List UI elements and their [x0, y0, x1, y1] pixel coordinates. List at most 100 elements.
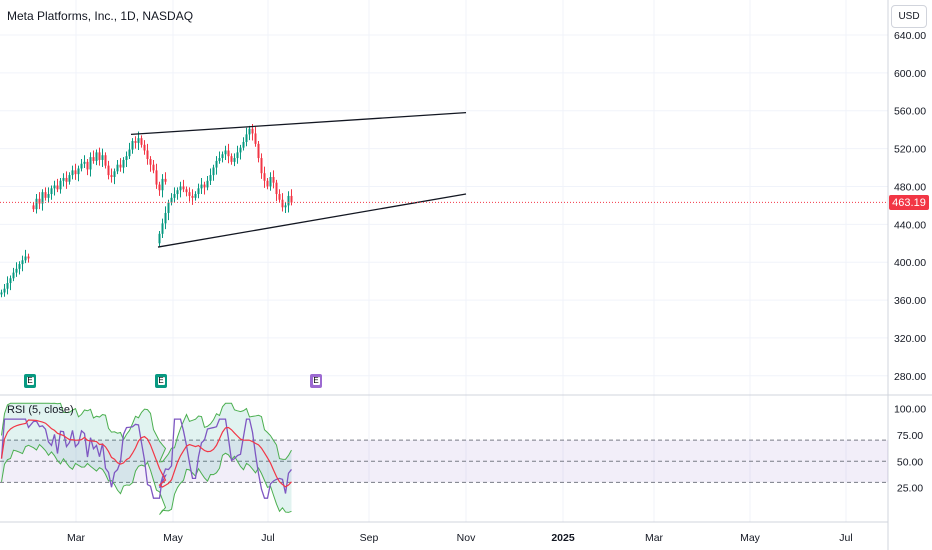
candle-body [209, 175, 212, 181]
time-tick-label: May [740, 532, 761, 544]
earnings-marker-letter: E [26, 376, 34, 385]
candle-body [191, 195, 194, 198]
candle-body [233, 158, 236, 162]
earnings-marker[interactable]: E [310, 374, 322, 388]
candle-body [155, 170, 158, 185]
time-tick-label: Mar [645, 532, 664, 544]
rsi-tick-label: 100.00 [894, 404, 926, 416]
candle-body [18, 264, 21, 269]
candle-body [161, 178, 164, 191]
candle-body [266, 180, 269, 187]
candle-body [236, 152, 239, 159]
candle-body [12, 272, 15, 279]
rsi-tick-label: 75.00 [897, 430, 923, 442]
time-tick-label: 2025 [551, 532, 575, 544]
price-tick-label: 480.00 [894, 181, 926, 193]
trendline-upper [130, 111, 467, 136]
candle-body [257, 143, 260, 159]
candle-body [101, 155, 104, 160]
candle-body [239, 147, 242, 153]
candle-body [116, 164, 119, 172]
candle-body [260, 158, 263, 174]
candle-body [218, 158, 221, 161]
candle-body [158, 184, 161, 191]
candle-body [65, 177, 68, 182]
candle-body [176, 190, 179, 195]
earnings-marker[interactable]: E [24, 374, 36, 388]
candle-body [119, 164, 122, 168]
candle-body [164, 212, 167, 224]
candle-body [167, 202, 170, 213]
candle-body [50, 188, 53, 195]
candle-body [56, 185, 59, 190]
earnings-marker[interactable]: E [155, 374, 167, 388]
candle-body [3, 288, 6, 293]
rsi-envelope-lower [1, 443, 292, 515]
candle-body [173, 194, 176, 198]
candle-body [53, 185, 56, 189]
candle-body [89, 157, 92, 170]
candle-body [188, 192, 191, 196]
time-tick-label: Mar [67, 532, 86, 544]
candle-body [254, 133, 257, 144]
candle-body [107, 165, 110, 176]
candle-body [248, 128, 251, 135]
candle-body [0, 292, 3, 295]
candle-body [170, 197, 173, 203]
candle-body [251, 128, 254, 134]
candle-body [221, 154, 224, 159]
rsi-envelope-upper [1, 402, 292, 463]
candle-body [269, 177, 272, 187]
rsi-indicator-label[interactable]: RSI (5, close) [7, 404, 74, 416]
candle-body [41, 192, 44, 204]
rsi-line [0, 418, 293, 499]
candle-body [137, 138, 140, 143]
candle-body [122, 159, 125, 168]
time-tick-label: Sep [360, 532, 379, 544]
candle-body [272, 177, 275, 183]
candle-body [21, 260, 24, 265]
time-tick-label: Jul [839, 532, 852, 544]
price-tick-label: 400.00 [894, 257, 926, 269]
candle-body [263, 173, 266, 181]
candle-body [200, 184, 203, 189]
candle-body [212, 167, 215, 176]
time-tick-label: Jul [261, 532, 274, 544]
candle-body [98, 152, 101, 160]
candle-body [224, 150, 227, 155]
candle-body [281, 199, 284, 208]
currency-selector[interactable]: USD [891, 5, 927, 28]
rsi-tick-label: 25.00 [897, 483, 923, 495]
candle-body [71, 170, 74, 176]
candle-body [185, 189, 188, 193]
candle-body [146, 150, 149, 160]
candle-body [6, 283, 9, 289]
candle-body [125, 156, 128, 160]
candle-body [92, 157, 95, 161]
candle-body [197, 188, 200, 195]
candle-body [161, 223, 164, 234]
price-tick-label: 360.00 [894, 295, 926, 307]
candle-body [15, 268, 18, 273]
candle-body [47, 194, 50, 198]
candle-body [203, 184, 206, 188]
candle-body [95, 152, 98, 161]
candle-body [44, 192, 47, 198]
candle-body [179, 186, 182, 191]
earnings-marker-letter: E [312, 376, 320, 385]
earnings-marker-letter: E [157, 376, 165, 385]
candle-body [24, 256, 27, 261]
candle-body [104, 155, 107, 166]
candle-body [164, 178, 167, 182]
last-price-tag: 463.19 [889, 195, 929, 210]
candle-body [9, 278, 12, 284]
rsi-envelope-fill [1, 403, 292, 515]
candle-body [227, 150, 230, 157]
candle-body [131, 141, 134, 150]
rsi-tick-label: 50.00 [897, 456, 923, 468]
symbol-title[interactable]: Meta Platforms, Inc., 1D, NASDAQ [7, 9, 194, 23]
rsi-ma-line [0, 419, 292, 488]
candle-body [62, 177, 65, 181]
candle-body [284, 205, 287, 208]
